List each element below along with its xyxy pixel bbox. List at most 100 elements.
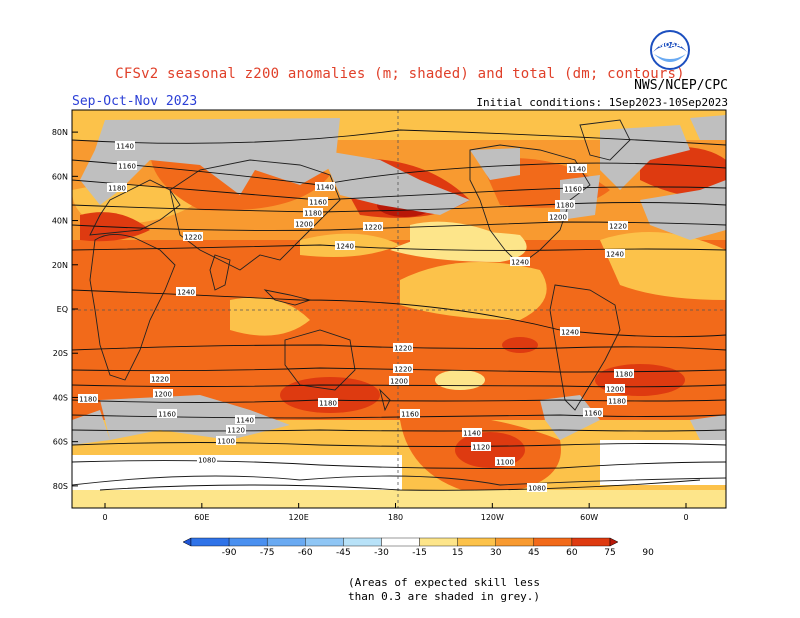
contour-label: 1140 — [463, 430, 481, 438]
colorbar-swatch — [457, 537, 496, 547]
contour-label: 1180 — [304, 210, 322, 218]
contour-label: 1200 — [549, 214, 567, 222]
contour-label-bg — [315, 182, 335, 191]
colorbar-tick-label: 30 — [490, 548, 502, 558]
contour-labels: 1140 1160 1180 1140 1160 1180 1200 1220 1240 1220… — [78, 141, 634, 493]
contours — [72, 129, 726, 491]
coastlines — [72, 119, 726, 486]
lat-label: 80S — [53, 482, 68, 491]
contour-label-bg — [318, 398, 338, 407]
noaa-logo-icon: NOAA — [650, 30, 690, 70]
contour-label-bg — [216, 436, 236, 445]
lat-label: 40N — [52, 217, 68, 226]
contour-label-bg — [608, 221, 628, 230]
contour-label-bg — [555, 200, 575, 209]
contour-label-bg — [548, 212, 568, 221]
contour-label-bg — [389, 376, 409, 385]
contour-label-bg — [235, 415, 255, 424]
lon-label: 60W — [580, 513, 598, 522]
contour-label: 1220 — [151, 376, 169, 384]
colorbar-swatch — [266, 537, 306, 547]
contour-label-bg — [308, 197, 328, 206]
contour-label: 1200 — [606, 386, 624, 394]
contour-label-bg — [183, 232, 203, 241]
contour-label-bg — [363, 222, 383, 231]
contour-label: 1240 — [336, 243, 354, 251]
lat-label: EQ — [57, 305, 68, 314]
latitude-axis: 80N 60N 40N 20N EQ 20S 40S 60S 80S — [52, 128, 78, 491]
svg-text:NOAA: NOAA — [659, 41, 682, 49]
colorbar-tick-label: 15 — [452, 548, 463, 558]
colorbar-swatch — [495, 537, 535, 547]
contour-label: 1160 — [309, 199, 327, 207]
skill-note: (Areas of expected skill less than 0.3 a… — [348, 576, 540, 604]
colorbar-tick-label: -15 — [412, 548, 427, 558]
colorbar-tick-label: -90 — [222, 548, 237, 558]
colorbar-tick-label: -45 — [336, 548, 351, 558]
contour-label: 1180 — [556, 202, 574, 210]
lon-label: 180 — [388, 513, 403, 522]
colorbar-tick-label: -60 — [298, 548, 313, 558]
contour-label: 1120 — [472, 444, 490, 452]
contour-label-bg — [527, 483, 547, 492]
lon-label: 120E — [289, 513, 309, 522]
lon-label: 120W — [481, 513, 504, 522]
contour-label: 1140 — [236, 417, 254, 425]
contour-label-bg — [226, 425, 246, 434]
graticule — [72, 110, 726, 508]
colorbar-arrow-left — [182, 537, 192, 547]
lat-label: 60N — [52, 172, 68, 181]
contour-label: 1140 — [568, 166, 586, 174]
contour-label-bg — [393, 364, 413, 373]
colorbar-swatch — [533, 537, 573, 547]
contour-label: 1160 — [584, 410, 602, 418]
contour-label: 1220 — [184, 234, 202, 242]
contour-label: 1140 — [316, 184, 334, 192]
colorbar-arrow-right — [609, 537, 619, 547]
contour-label: 1200 — [154, 391, 172, 399]
contour-label: 1240 — [177, 289, 195, 297]
lat-label: 60S — [53, 438, 68, 447]
contour-label-bg — [400, 409, 420, 418]
lon-label: 60E — [194, 513, 209, 522]
anomaly-shading — [72, 110, 726, 508]
contour-label-bg — [393, 343, 413, 352]
colorbar-swatch — [343, 537, 382, 547]
contour-label: 1160 — [118, 163, 136, 171]
contour-label-bg — [605, 384, 625, 393]
contour-label-bg — [176, 287, 196, 296]
lat-label: 40S — [53, 393, 68, 402]
contour-label-bg — [294, 219, 314, 228]
contour-label-bg — [563, 184, 583, 193]
colorbar: -90 -75 -60 -45 -30 -15 15 30 45 60 75 90 — [182, 537, 654, 558]
contour-label: 1160 — [564, 186, 582, 194]
agency-label: NWS/NCEP/CPC — [634, 78, 728, 93]
contour-label-bg — [462, 428, 482, 437]
lon-label: 0 — [683, 513, 688, 522]
contour-label: 1200 — [390, 378, 408, 386]
colorbar-tick-label: 60 — [566, 548, 578, 558]
lat-label: 80N — [52, 128, 68, 137]
colorbar-swatch — [190, 537, 230, 547]
contour-label: 1100 — [217, 438, 235, 446]
contour-label-bg — [78, 394, 98, 403]
colorbar-tick-label: -75 — [260, 548, 275, 558]
contour-label: 1100 — [496, 459, 514, 467]
contour-label: 1200 — [295, 221, 313, 229]
longitude-axis: 0 60E 120E 180 120W 60W 0 — [102, 503, 689, 522]
contour-label: 1080 — [528, 485, 546, 493]
contour-label-bg — [115, 141, 135, 150]
contour-label-bg — [510, 257, 530, 266]
lon-label: 0 — [102, 513, 107, 522]
skill-note-line-1: (Areas of expected skill less — [348, 576, 541, 589]
contour-label: 1120 — [227, 427, 245, 435]
contour-label: 1220 — [394, 345, 412, 353]
lat-label: 20S — [53, 349, 68, 358]
contour-label: 1240 — [511, 259, 529, 267]
contour-label: 1180 — [108, 185, 126, 193]
contour-label-bg — [335, 241, 355, 250]
contour-label-bg — [495, 457, 515, 466]
contour-label: 1180 — [608, 398, 626, 406]
map-title: CFSv2 seasonal z200 anomalies (m; shaded… — [115, 66, 685, 82]
